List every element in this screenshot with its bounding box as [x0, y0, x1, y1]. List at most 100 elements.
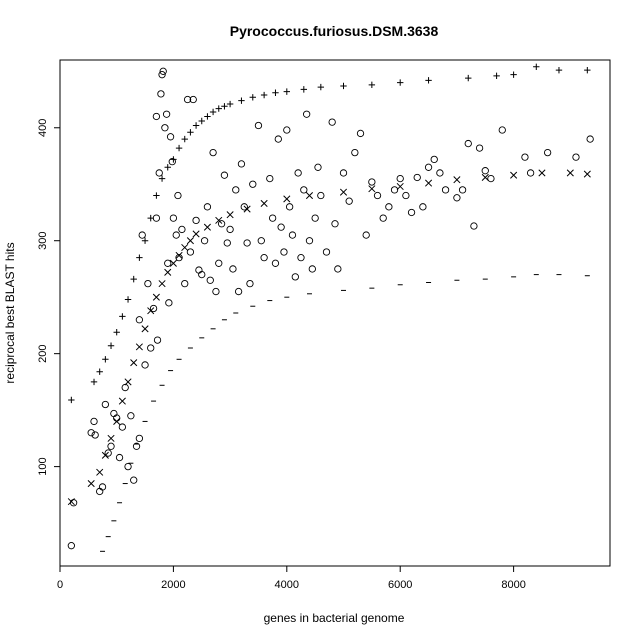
- data-point-x: [130, 359, 138, 367]
- data-point-circle: [203, 203, 212, 211]
- data-point-circle: [322, 248, 331, 256]
- data-point-circle: [132, 442, 141, 450]
- data-point-circle: [305, 237, 314, 245]
- data-point-plus: [198, 117, 205, 125]
- data-point-plus: [124, 296, 132, 303]
- data-point-circle: [311, 214, 319, 222]
- data-point-plus: [397, 79, 404, 86]
- data-point-circle: [274, 135, 282, 143]
- data-point-plus: [119, 313, 126, 320]
- data-point-circle: [498, 126, 506, 134]
- data-point-circle: [240, 203, 248, 211]
- data-point-x: [118, 397, 126, 405]
- data-point-plus: [107, 342, 115, 349]
- data-point-circle: [67, 542, 75, 550]
- data-point-plus: [368, 81, 376, 89]
- data-point-plus: [158, 175, 166, 182]
- data-point-circle: [91, 431, 99, 439]
- data-point-circle: [373, 191, 382, 200]
- data-point-plus: [555, 66, 563, 74]
- data-point-plus: [136, 254, 143, 261]
- data-point-plus: [584, 66, 591, 74]
- data-point-x: [481, 173, 489, 182]
- data-point-circle: [115, 453, 124, 462]
- data-point-x: [169, 259, 177, 267]
- data-point-circle: [280, 248, 288, 256]
- data-point-x: [510, 171, 518, 179]
- data-point-circle: [144, 279, 152, 288]
- data-points: [67, 63, 594, 567]
- data-point-circle: [175, 254, 183, 262]
- data-point-x: [158, 280, 166, 288]
- data-point-circle: [101, 400, 110, 409]
- data-point-circle: [385, 203, 393, 211]
- data-point-circle: [183, 95, 192, 104]
- data-point-plus: [226, 100, 234, 108]
- x-axis: 0 2000 4000 6000 8000: [57, 566, 526, 591]
- data-point-x: [203, 223, 211, 231]
- data-point-circle: [271, 259, 280, 267]
- data-point-circle: [104, 449, 112, 457]
- data-point-x: [305, 191, 314, 200]
- data-point-plus: [260, 91, 268, 99]
- data-point-plus: [272, 89, 279, 96]
- data-point-circle: [223, 239, 231, 247]
- y-tick-label: 200: [37, 344, 49, 362]
- data-point-x: [135, 343, 143, 351]
- data-point-circle: [226, 225, 234, 234]
- data-point-circle: [147, 344, 155, 352]
- data-point-plus: [340, 82, 347, 90]
- data-point-plus: [204, 113, 211, 120]
- data-point-x: [87, 479, 95, 488]
- data-point-circle: [118, 423, 127, 431]
- data-point-plus: [533, 63, 540, 70]
- data-point-circle: [113, 414, 121, 422]
- data-point-plus: [425, 77, 432, 84]
- data-point-circle: [234, 287, 243, 296]
- data-point-plus: [317, 83, 325, 91]
- data-point-circle: [291, 273, 299, 281]
- data-point-plus: [510, 71, 517, 78]
- y-axis-label: reciprocal best BLAST hits: [3, 242, 17, 383]
- data-point-circle: [215, 259, 223, 267]
- data-point-circle: [124, 462, 132, 471]
- data-point-circle: [300, 186, 308, 194]
- data-point-plus: [90, 378, 98, 386]
- data-point-circle: [266, 174, 274, 183]
- data-point-circle: [186, 248, 195, 256]
- data-point-x: [186, 237, 194, 245]
- data-point-circle: [158, 71, 166, 79]
- data-point-plus: [192, 122, 200, 129]
- data-point-plus: [68, 396, 75, 404]
- data-point-circle: [424, 163, 433, 171]
- data-point-circle: [277, 223, 285, 231]
- data-point-circle: [586, 135, 594, 143]
- data-point-x: [566, 169, 574, 177]
- data-point-plus: [175, 144, 183, 152]
- data-point-plus: [102, 356, 109, 363]
- data-point-circle: [172, 231, 180, 239]
- data-point-plus: [300, 86, 308, 93]
- data-point-circle: [572, 153, 580, 161]
- data-point-plus: [215, 105, 222, 112]
- data-point-circle: [328, 118, 336, 126]
- x-tick-label: 6000: [388, 579, 412, 591]
- y-tick-label: 400: [37, 119, 49, 137]
- data-point-circle: [220, 171, 229, 179]
- data-point-circle: [209, 148, 217, 157]
- data-point-circle: [285, 203, 294, 211]
- data-point-circle: [169, 214, 178, 222]
- data-point-x: [368, 185, 376, 193]
- data-point-circle: [396, 174, 404, 183]
- data-point-circle: [181, 279, 189, 288]
- data-point-circle: [174, 191, 182, 200]
- x-tick-label: 0: [57, 579, 63, 591]
- data-point-circle: [481, 167, 489, 175]
- data-point-circle: [161, 124, 169, 132]
- data-point-circle: [107, 442, 115, 450]
- data-point-plus: [283, 88, 291, 95]
- data-point-circle: [308, 265, 316, 273]
- data-point-circle: [165, 299, 173, 307]
- data-point-plus: [249, 94, 256, 101]
